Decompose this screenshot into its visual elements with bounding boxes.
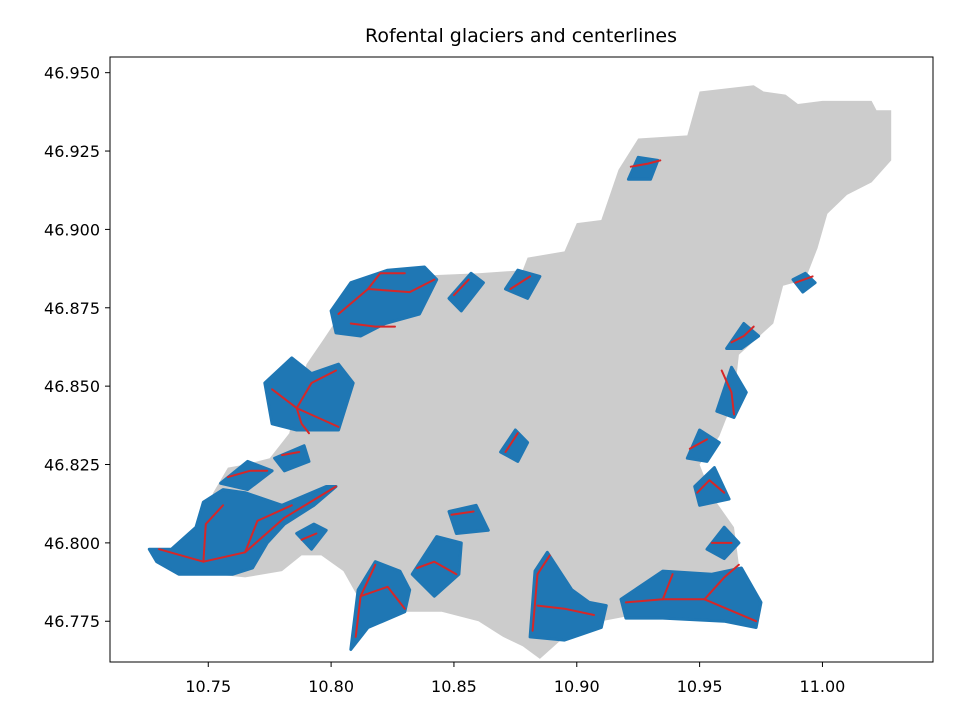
x-axis: 10.75 10.80 10.85 10.90 10.95 11.00	[185, 662, 845, 696]
glacier-polygon	[685, 428, 721, 463]
y-tick-label: 46.875	[44, 299, 100, 318]
centerline	[359, 585, 406, 610]
axes-frame	[109, 56, 934, 663]
centerline	[226, 469, 269, 479]
centerline	[720, 369, 735, 416]
glacier-polygon	[528, 550, 608, 642]
catchment-area	[203, 85, 892, 659]
centerline	[416, 560, 458, 576]
y-tick-label: 46.950	[44, 64, 100, 83]
glacier-polygon	[273, 444, 311, 473]
centerline	[661, 573, 674, 601]
centerline	[794, 275, 814, 284]
x-tick-label: 10.80	[308, 677, 354, 696]
y-tick-label: 46.900	[44, 220, 100, 239]
x-tick-label: 10.95	[677, 677, 723, 696]
centerline	[337, 278, 436, 315]
x-tick-label: 10.85	[431, 677, 477, 696]
centerline	[624, 598, 758, 623]
centerline	[202, 504, 224, 563]
centerline	[367, 272, 406, 290]
centerline	[688, 438, 708, 450]
centerline	[450, 510, 475, 516]
glacier-polygon	[147, 485, 338, 576]
centerline	[696, 479, 726, 494]
y-tick-label: 46.775	[44, 612, 100, 631]
glacier-polygon	[504, 268, 542, 300]
glacier-polygon	[693, 466, 731, 507]
plot-area	[147, 85, 892, 659]
glacier-polygon	[410, 535, 463, 598]
glacier-polygon	[447, 271, 485, 313]
glacier-polygon	[263, 356, 355, 432]
y-tick-label: 46.850	[44, 377, 100, 396]
centerline	[300, 532, 318, 541]
centerline	[452, 278, 470, 297]
glacier-layer	[147, 155, 817, 651]
glacier-polygon	[329, 265, 439, 338]
centerline	[295, 407, 310, 435]
y-tick-label: 46.825	[44, 456, 100, 475]
y-axis: 46.775 46.800 46.825 46.850 46.875 46.900 46.9…	[44, 64, 110, 631]
map-title: Rofental glaciers and centerlines	[365, 25, 677, 47]
glacier-polygon	[499, 428, 530, 463]
centerline	[509, 275, 532, 290]
centerline	[730, 325, 755, 344]
y-tick-label: 46.925	[44, 142, 100, 161]
centerline	[504, 432, 519, 453]
y-tick-label: 46.800	[44, 534, 100, 553]
x-tick-label: 10.90	[554, 677, 600, 696]
centerline	[629, 159, 662, 168]
centerline	[295, 369, 337, 410]
centerline-layer	[158, 159, 814, 638]
x-tick-label: 10.75	[185, 677, 231, 696]
glacier-polygon	[219, 459, 274, 492]
glacier-polygon	[447, 503, 490, 535]
centerline	[244, 504, 293, 554]
centerline	[281, 451, 301, 457]
x-tick-label: 11.00	[800, 677, 846, 696]
centerline	[536, 604, 595, 616]
glacier-polygon	[619, 566, 763, 629]
centerline	[703, 563, 740, 601]
centerline	[349, 322, 396, 328]
centerline	[531, 554, 551, 632]
